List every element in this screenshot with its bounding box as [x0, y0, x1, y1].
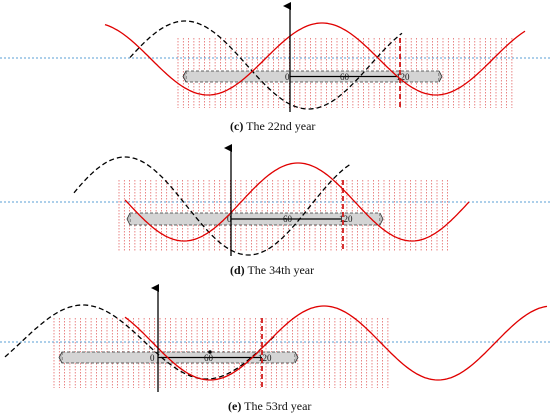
dashed-wave — [129, 20, 403, 110]
caption: (d) The 34th year — [230, 263, 314, 277]
caption: (e) The 53rd year — [228, 399, 311, 413]
bar-left-cap — [58, 351, 63, 364]
caption-letter: (c) — [230, 119, 243, 133]
hatch-region — [177, 38, 513, 108]
scale-bar: 0 60 120 — [58, 350, 299, 364]
tick-label-60: 60 — [204, 353, 214, 363]
tick-label-0: 0 — [227, 214, 232, 224]
solid-wave — [124, 305, 548, 381]
panel-c: 0 60 120 (c) The 22nd year — [0, 2, 550, 133]
hatch-region — [53, 318, 389, 388]
tick-label-60: 60 — [340, 72, 350, 82]
bar-right-cap — [294, 351, 299, 364]
scale-bar: 0 60 120 — [182, 70, 443, 83]
caption-text: The 53rd year — [241, 399, 311, 413]
panel-e: 0 60 120 (e) The 53rd year — [0, 284, 550, 413]
bar-right-cap — [438, 70, 443, 83]
bar-right-cap — [379, 212, 384, 226]
panel-d: 0 60 120 (d) The 34th year — [0, 144, 550, 277]
caption: (c) The 22nd year — [230, 119, 315, 133]
tick-label-0: 0 — [150, 353, 155, 363]
scale-bar: 0 60 120 — [126, 212, 384, 226]
tick-label-60: 60 — [283, 214, 293, 224]
tick-label-0: 0 — [285, 72, 290, 82]
dashed-wave — [73, 156, 351, 256]
caption-text: The 22nd year — [243, 119, 315, 133]
caption-text: The 34th year — [245, 263, 314, 277]
caption-letter: (d) — [230, 263, 245, 277]
tick-label-120: 120 — [339, 214, 353, 224]
caption-letter: (e) — [228, 399, 241, 413]
bar-midpoint-dot — [208, 350, 212, 354]
solid-wave — [124, 162, 470, 242]
solid-wave — [104, 22, 526, 96]
tick-label-120: 120 — [258, 353, 272, 363]
bar-left-cap — [126, 212, 131, 226]
bar-left-cap — [182, 70, 187, 83]
dashed-wave — [4, 304, 276, 380]
tick-label-120: 120 — [396, 72, 410, 82]
